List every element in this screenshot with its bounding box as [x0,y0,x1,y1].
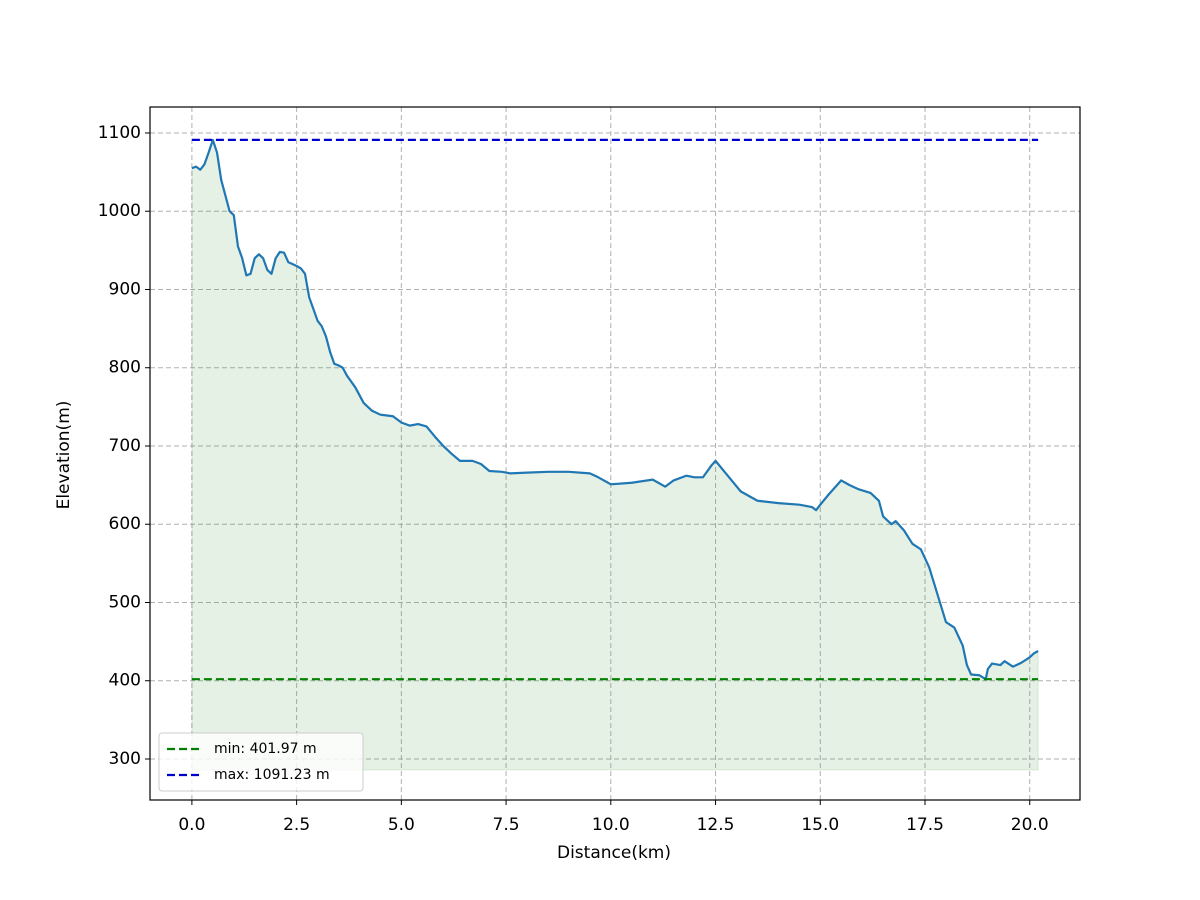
x-tick-label: 17.5 [906,815,944,835]
x-tick-label: 20.0 [1011,815,1049,835]
y-tick-label: 700 [109,436,141,456]
plot-area: 0.0 2.5 5.0 7.5 10.0 12.5 15.0 17.5 20.0 300 400 50… [98,107,1080,835]
y-tick-label: 600 [109,514,141,534]
y-tick-label: 1000 [98,201,141,221]
y-tick-label: 900 [109,279,141,299]
y-axis-label: Elevation(m) [54,401,74,510]
legend: min: 401.97 m max: 1091.23 m [158,732,364,792]
x-tick-label: 12.5 [697,815,735,835]
y-tick-label: 800 [109,358,141,378]
y-tick-label: 400 [109,671,141,691]
x-axis-label: Distance(km) [557,843,671,863]
axes-frame [149,106,1081,801]
x-tick-label: 10.0 [592,815,630,835]
x-tick-label: 0.0 [178,815,205,835]
legend-label: min: 401.97 m [214,741,317,757]
x-tick-label: 7.5 [493,815,520,835]
x-tick-label: 15.0 [801,815,839,835]
x-tick-label: 5.0 [388,815,415,835]
y-tick-label: 500 [109,592,141,612]
x-tick-label: 2.5 [283,815,310,835]
y-tick-label: 1100 [98,123,141,143]
elevation-line [191,138,1039,681]
legend-box [158,732,364,792]
y-tick-label: 300 [109,749,141,769]
legend-label: max: 1091.23 m [214,767,330,783]
